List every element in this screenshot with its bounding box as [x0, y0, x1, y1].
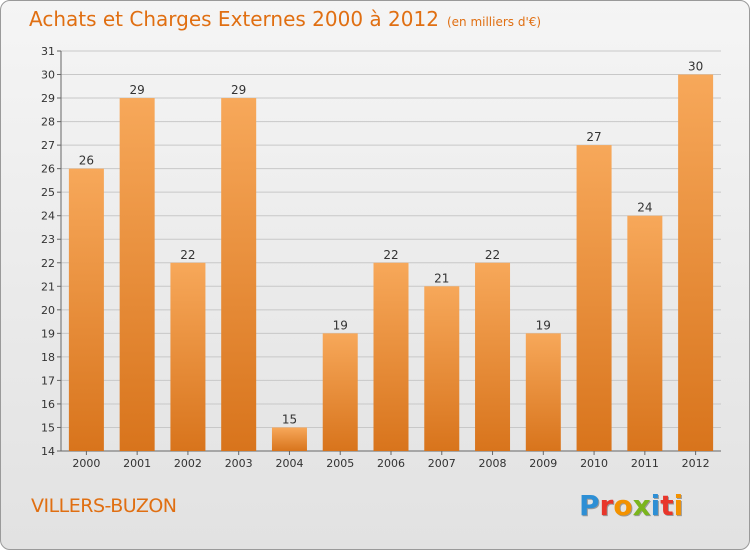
- data-label-2005: 19: [333, 318, 348, 332]
- data-label-2002: 22: [180, 248, 195, 262]
- bar-2010: [576, 145, 612, 451]
- chart-unit: (en milliers d'€): [446, 15, 542, 29]
- y-tick-label: 16: [41, 398, 55, 411]
- y-tick-label: 26: [41, 163, 55, 176]
- x-tick-label-2004: 2004: [275, 457, 303, 470]
- bar-2002: [170, 262, 206, 451]
- data-label-2010: 27: [586, 130, 601, 144]
- y-tick-labels: 14 15 16 17 18 19 20 21 22 23 24 25 26 27 28 29 30 31: [41, 45, 55, 458]
- logo-letter: o: [613, 489, 633, 522]
- bar-2004: [271, 427, 307, 451]
- bar-2001: [119, 98, 155, 451]
- y-tick-label: 29: [41, 92, 55, 105]
- y-tick-label: 18: [41, 351, 55, 364]
- y-tick-label: 28: [41, 116, 55, 129]
- y-tick-label: 25: [41, 186, 55, 199]
- y-tick-label: 17: [41, 374, 55, 387]
- y-tick-label: 14: [41, 445, 55, 458]
- y-tick-label: 31: [41, 45, 55, 58]
- bar-2008: [475, 262, 511, 451]
- x-tick-label-2010: 2010: [580, 457, 608, 470]
- bar-2007: [424, 286, 460, 451]
- bar-2012: [678, 74, 714, 451]
- town-name: VILLERS-BUZON: [31, 495, 177, 517]
- data-labels: 26 29 22 29 15 19 22 21 22 19 27 24 30: [79, 60, 704, 427]
- y-tick-label: 15: [41, 421, 55, 434]
- bar-2009: [525, 333, 561, 451]
- logo-letter: P: [579, 489, 600, 522]
- data-label-2007: 21: [434, 271, 449, 285]
- data-label-2006: 22: [383, 248, 398, 262]
- x-tick-label-2003: 2003: [225, 457, 253, 470]
- x-tick-label-2008: 2008: [479, 457, 507, 470]
- y-tick-label: 19: [41, 327, 55, 340]
- data-label-2003: 29: [231, 83, 246, 97]
- logo-letter: i: [673, 489, 684, 522]
- proxiti-logo: Proxiti: [579, 489, 683, 522]
- logo-letter: r: [599, 489, 614, 522]
- chart-title-block: Achats et Charges Externes 2000 à 2012 (e…: [29, 7, 541, 31]
- logo-letter: t: [660, 489, 674, 522]
- x-tick-label-2007: 2007: [428, 457, 456, 470]
- x-tick-label-2009: 2009: [529, 457, 557, 470]
- data-label-2000: 26: [79, 154, 94, 168]
- y-tick-label: 20: [41, 304, 55, 317]
- x-tick-label-2011: 2011: [631, 457, 659, 470]
- x-tick-label-2005: 2005: [326, 457, 354, 470]
- y-tick-label: 22: [41, 257, 55, 270]
- data-label-2008: 22: [485, 248, 500, 262]
- logo-letter: i: [650, 489, 661, 522]
- bar-2011: [627, 215, 663, 451]
- logo-letter: x: [632, 489, 651, 522]
- chart-title: Achats et Charges Externes 2000 à 2012: [29, 7, 439, 31]
- y-tick-label: 21: [41, 280, 55, 293]
- y-tick-label: 24: [41, 210, 55, 223]
- x-tick-labels: 2000 2001 2002 2003 2004 2005 2006 2007 2008 2009…: [72, 451, 710, 470]
- y-tick-label: 30: [41, 69, 55, 82]
- data-label-2011: 24: [637, 201, 652, 215]
- bar-2006: [373, 262, 409, 451]
- data-label-2009: 19: [536, 318, 551, 332]
- bar-2005: [322, 333, 358, 451]
- x-tick-label-2002: 2002: [174, 457, 202, 470]
- data-label-2001: 29: [130, 83, 145, 97]
- bars: [68, 74, 714, 451]
- x-tick-label-2000: 2000: [72, 457, 100, 470]
- y-tick-label: 23: [41, 233, 55, 246]
- x-tick-label-2006: 2006: [377, 457, 405, 470]
- data-label-2004: 15: [282, 412, 297, 426]
- data-label-2012: 30: [688, 60, 703, 74]
- x-tick-label-2012: 2012: [682, 457, 710, 470]
- bar-2000: [68, 168, 104, 451]
- y-tick-label: 27: [41, 139, 55, 152]
- x-tick-label-2001: 2001: [123, 457, 151, 470]
- bar-2003: [221, 98, 257, 451]
